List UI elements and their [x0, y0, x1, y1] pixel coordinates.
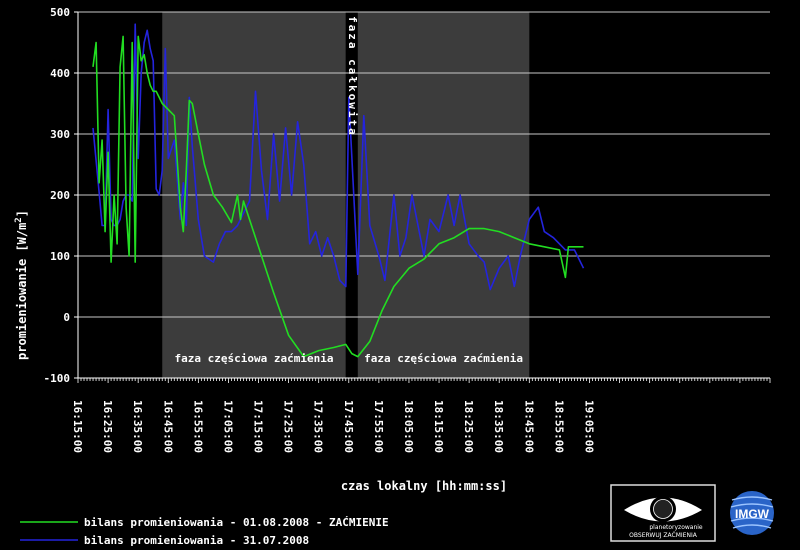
x-tick-label: 17:15:00 [252, 400, 265, 453]
legend-label-reference: bilans promieniowania - 31.07.2008 [84, 534, 309, 547]
series-line-0 [92, 35, 584, 358]
x-tick-label: 17:35:00 [312, 400, 325, 453]
y-axis-title-close: ] [15, 210, 29, 217]
axes [74, 11, 771, 383]
x-tick-label: 18:15:00 [432, 400, 445, 453]
obserwuj-zacmienia-logo: planetoryzowanie OBSERWUJ ZAĆMIENIA [610, 484, 716, 542]
x-tick-label: 17:25:00 [282, 400, 295, 453]
series-lines [92, 23, 585, 358]
series-line-1 [92, 23, 585, 291]
x-tick-label: 18:45:00 [522, 400, 535, 453]
x-tick-label: 16:55:00 [191, 400, 204, 453]
legend: bilans promieniowania - 01.08.2008 - ZAĆ… [20, 516, 389, 547]
y-tick-label: 400 [50, 67, 70, 80]
band-labels: faza częściowa zaćmienia faza całkowita fa… [175, 16, 524, 365]
y-tick-label: 500 [50, 6, 70, 19]
imgw-logo: IMGW [730, 491, 774, 535]
x-tick-label: 18:25:00 [462, 400, 475, 453]
x-tick-label: 17:45:00 [342, 400, 355, 453]
y-axis-title-main: promieniowanie [W/m [15, 223, 29, 360]
y-axis-title: promieniowanie [W/m2] [14, 210, 29, 360]
band-label-1: faza całkowita [346, 16, 359, 137]
x-tick-label: 18:55:00 [552, 400, 565, 453]
x-tick-label: 16:35:00 [131, 400, 144, 453]
x-tick-label: 17:55:00 [372, 400, 385, 453]
y-tick-label: 100 [50, 250, 70, 263]
svg-text:planetoryzowanie: planetoryzowanie [649, 524, 703, 531]
legend-label-eclipse: bilans promieniowania - 01.08.2008 - ZAĆ… [84, 516, 389, 529]
svg-text:OBSERWUJ ZAĆMIENIA: OBSERWUJ ZAĆMIENIA [629, 532, 698, 539]
x-tick-label: 18:05:00 [402, 400, 415, 453]
y-tick-labels: -100 0 100 200 300 400 500 [44, 6, 71, 385]
x-tick-labels: 16:15:00 16:25:00 16:35:00 16:45:00 16:55:00… [71, 400, 595, 453]
svg-text:IMGW: IMGW [735, 507, 770, 521]
x-axis-title: czas lokalny [hh:mm:ss] [341, 479, 507, 493]
x-tick-label: 17:05:00 [221, 400, 234, 453]
x-tick-label: 16:15:00 [71, 400, 84, 453]
x-tick-label: 16:25:00 [101, 400, 114, 453]
x-tick-label: 18:35:00 [492, 400, 505, 453]
band-label-0: faza częściowa zaćmienia [175, 352, 334, 365]
y-tick-label: 0 [63, 311, 70, 324]
x-tick-label: 16:45:00 [161, 400, 174, 453]
band-label-2: faza częściowa zaćmienia [364, 352, 523, 365]
y-tick-label: 300 [50, 128, 70, 141]
y-tick-label: 200 [50, 189, 70, 202]
x-tick-label: 19:05:00 [582, 400, 595, 453]
y-tick-label: -100 [44, 372, 71, 385]
y-axis-title-superscript: 2 [14, 217, 24, 222]
gridlines [78, 11, 770, 318]
